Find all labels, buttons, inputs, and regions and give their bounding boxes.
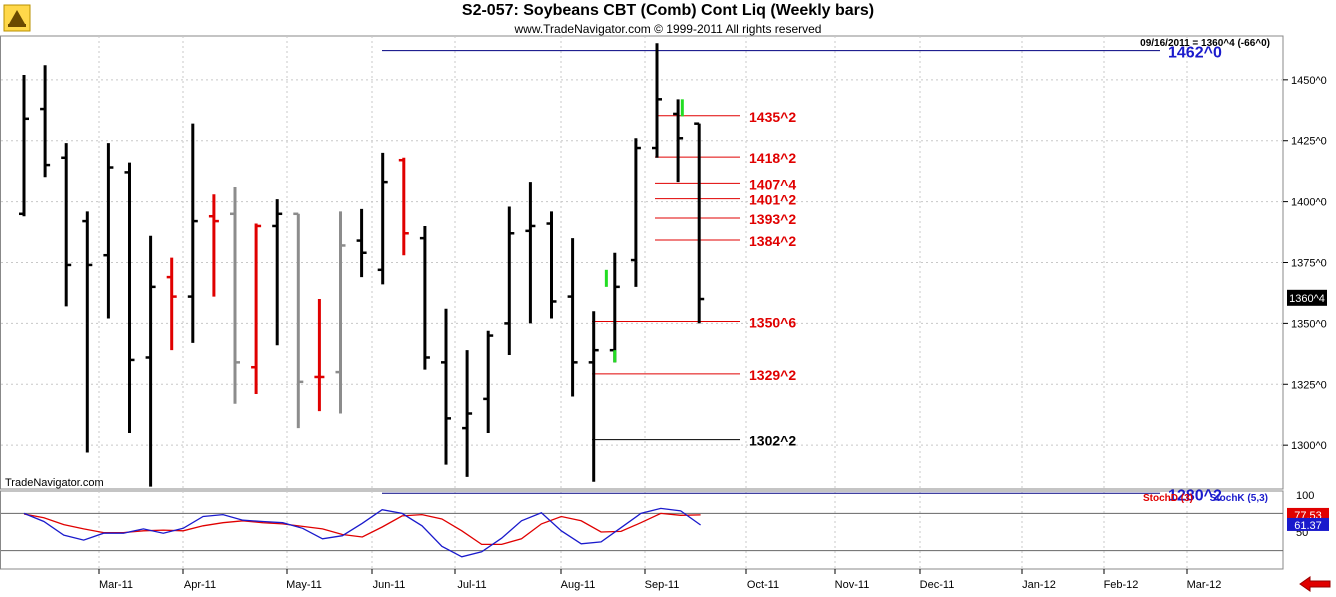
price-tick-label: 1400^0	[1291, 197, 1327, 209]
price-tick-label: 1300^0	[1291, 440, 1327, 452]
stochk-legend: StochK (5,3)	[1210, 493, 1268, 504]
stochd-legend: StochD (3)	[1143, 493, 1193, 504]
price-tick-label: 1450^0	[1291, 75, 1327, 87]
date-tick-label: Aug-11	[561, 579, 596, 591]
date-tick-label: Apr-11	[184, 579, 216, 591]
price-level-label: 1401^2	[749, 192, 796, 208]
chart-title: S2-057: Soybeans CBT (Comb) Cont Liq (We…	[461, 2, 875, 19]
price-tick-label: 1375^0	[1291, 258, 1327, 270]
back-arrow-icon[interactable]	[1298, 576, 1332, 592]
stochd-value-box	[1287, 507, 1329, 521]
price-level-label: 1393^2	[749, 211, 796, 227]
last-price-box	[1287, 289, 1327, 306]
tradenavigator-logo-icon	[3, 4, 31, 32]
price-bars	[19, 43, 705, 487]
price-tick-label: 1425^0	[1291, 136, 1327, 148]
last-quote-label: 09/16/2011 = 1360^4 (-66^0)	[1140, 38, 1270, 49]
grid	[0, 35, 1284, 570]
stochd-line	[23, 512, 701, 546]
date-tick-label: Feb-12	[1104, 579, 1139, 591]
chart-subtitle: www.TradeNavigator.com © 1999-2011 All r…	[514, 22, 822, 36]
price-tick-label: 1350^0	[1291, 318, 1327, 330]
price-level-label: 1350^6	[749, 315, 796, 331]
date-tick-label: Mar-11	[99, 579, 133, 591]
stochk-value-box	[1287, 517, 1329, 531]
date-tick-label: Mar-12	[1187, 579, 1222, 591]
stoch-tick-label: 100	[1296, 490, 1314, 502]
date-tick-label: Nov-11	[835, 579, 870, 591]
price-level-label: 1407^4	[749, 176, 796, 192]
date-tick-label: Sep-11	[645, 579, 680, 591]
date-axis: Mar-11 Apr-11 May-11 Jun-11 Jul-11 Aug-11 Sep-…	[98, 569, 1222, 591]
stochk-value: 61.37	[1294, 520, 1322, 532]
price-level-label: 1462^0	[1168, 45, 1222, 62]
price-level-label: 1418^2	[749, 150, 796, 166]
date-tick-label: Jul-11	[457, 579, 486, 591]
stochk-line	[23, 507, 701, 558]
date-tick-label: Jun-11	[373, 579, 406, 591]
price-level-label: 1329^2	[749, 367, 796, 383]
last-price-value: 1360^4	[1289, 293, 1325, 305]
price-level-label: 1302^2	[749, 433, 796, 449]
price-level-label: 1384^2	[749, 233, 796, 249]
date-tick-label: Jan-12	[1022, 579, 1056, 591]
watermark-label: TradeNavigator.com	[5, 477, 104, 489]
price-tick-label: 1325^0	[1291, 379, 1327, 391]
stoch-panel-border	[0, 490, 1284, 570]
date-tick-label: Oct-11	[747, 579, 779, 591]
price-level-label: 1435^2	[749, 109, 796, 125]
date-tick-label: May-11	[286, 579, 322, 591]
price-axis: 1300^0 1325^0 1350^0 1375^0 1400^0 1425^0 1450…	[5, 38, 1327, 489]
date-tick-label: Dec-11	[920, 579, 955, 591]
price-level-label: 1280^2	[1168, 487, 1222, 504]
